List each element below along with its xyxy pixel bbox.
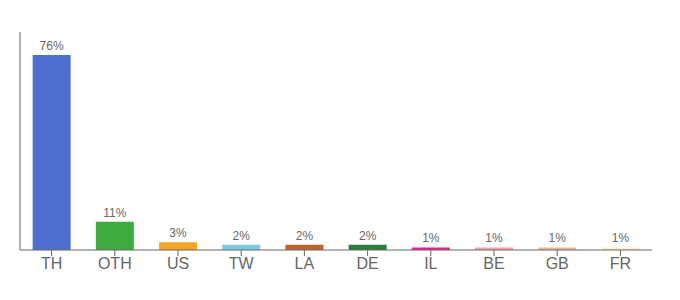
svg-text:OTH: OTH — [98, 255, 132, 272]
svg-text:3%: 3% — [169, 226, 187, 240]
svg-text:GB: GB — [546, 255, 569, 272]
svg-text:1%: 1% — [485, 231, 503, 245]
svg-text:IL: IL — [424, 255, 437, 272]
svg-text:76%: 76% — [40, 39, 64, 53]
svg-text:TH: TH — [41, 255, 62, 272]
svg-text:1%: 1% — [612, 231, 630, 245]
svg-text:11%: 11% — [103, 206, 126, 220]
svg-text:1%: 1% — [549, 231, 567, 245]
svg-text:US: US — [167, 255, 189, 272]
svg-text:2%: 2% — [233, 229, 251, 243]
svg-text:DE: DE — [356, 255, 378, 272]
svg-text:1%: 1% — [422, 231, 440, 245]
svg-text:2%: 2% — [359, 229, 377, 243]
svg-text:LA: LA — [295, 255, 315, 272]
svg-text:2%: 2% — [296, 229, 314, 243]
svg-text:TW: TW — [229, 255, 255, 272]
svg-text:BE: BE — [483, 255, 504, 272]
svg-text:FR: FR — [610, 255, 631, 272]
